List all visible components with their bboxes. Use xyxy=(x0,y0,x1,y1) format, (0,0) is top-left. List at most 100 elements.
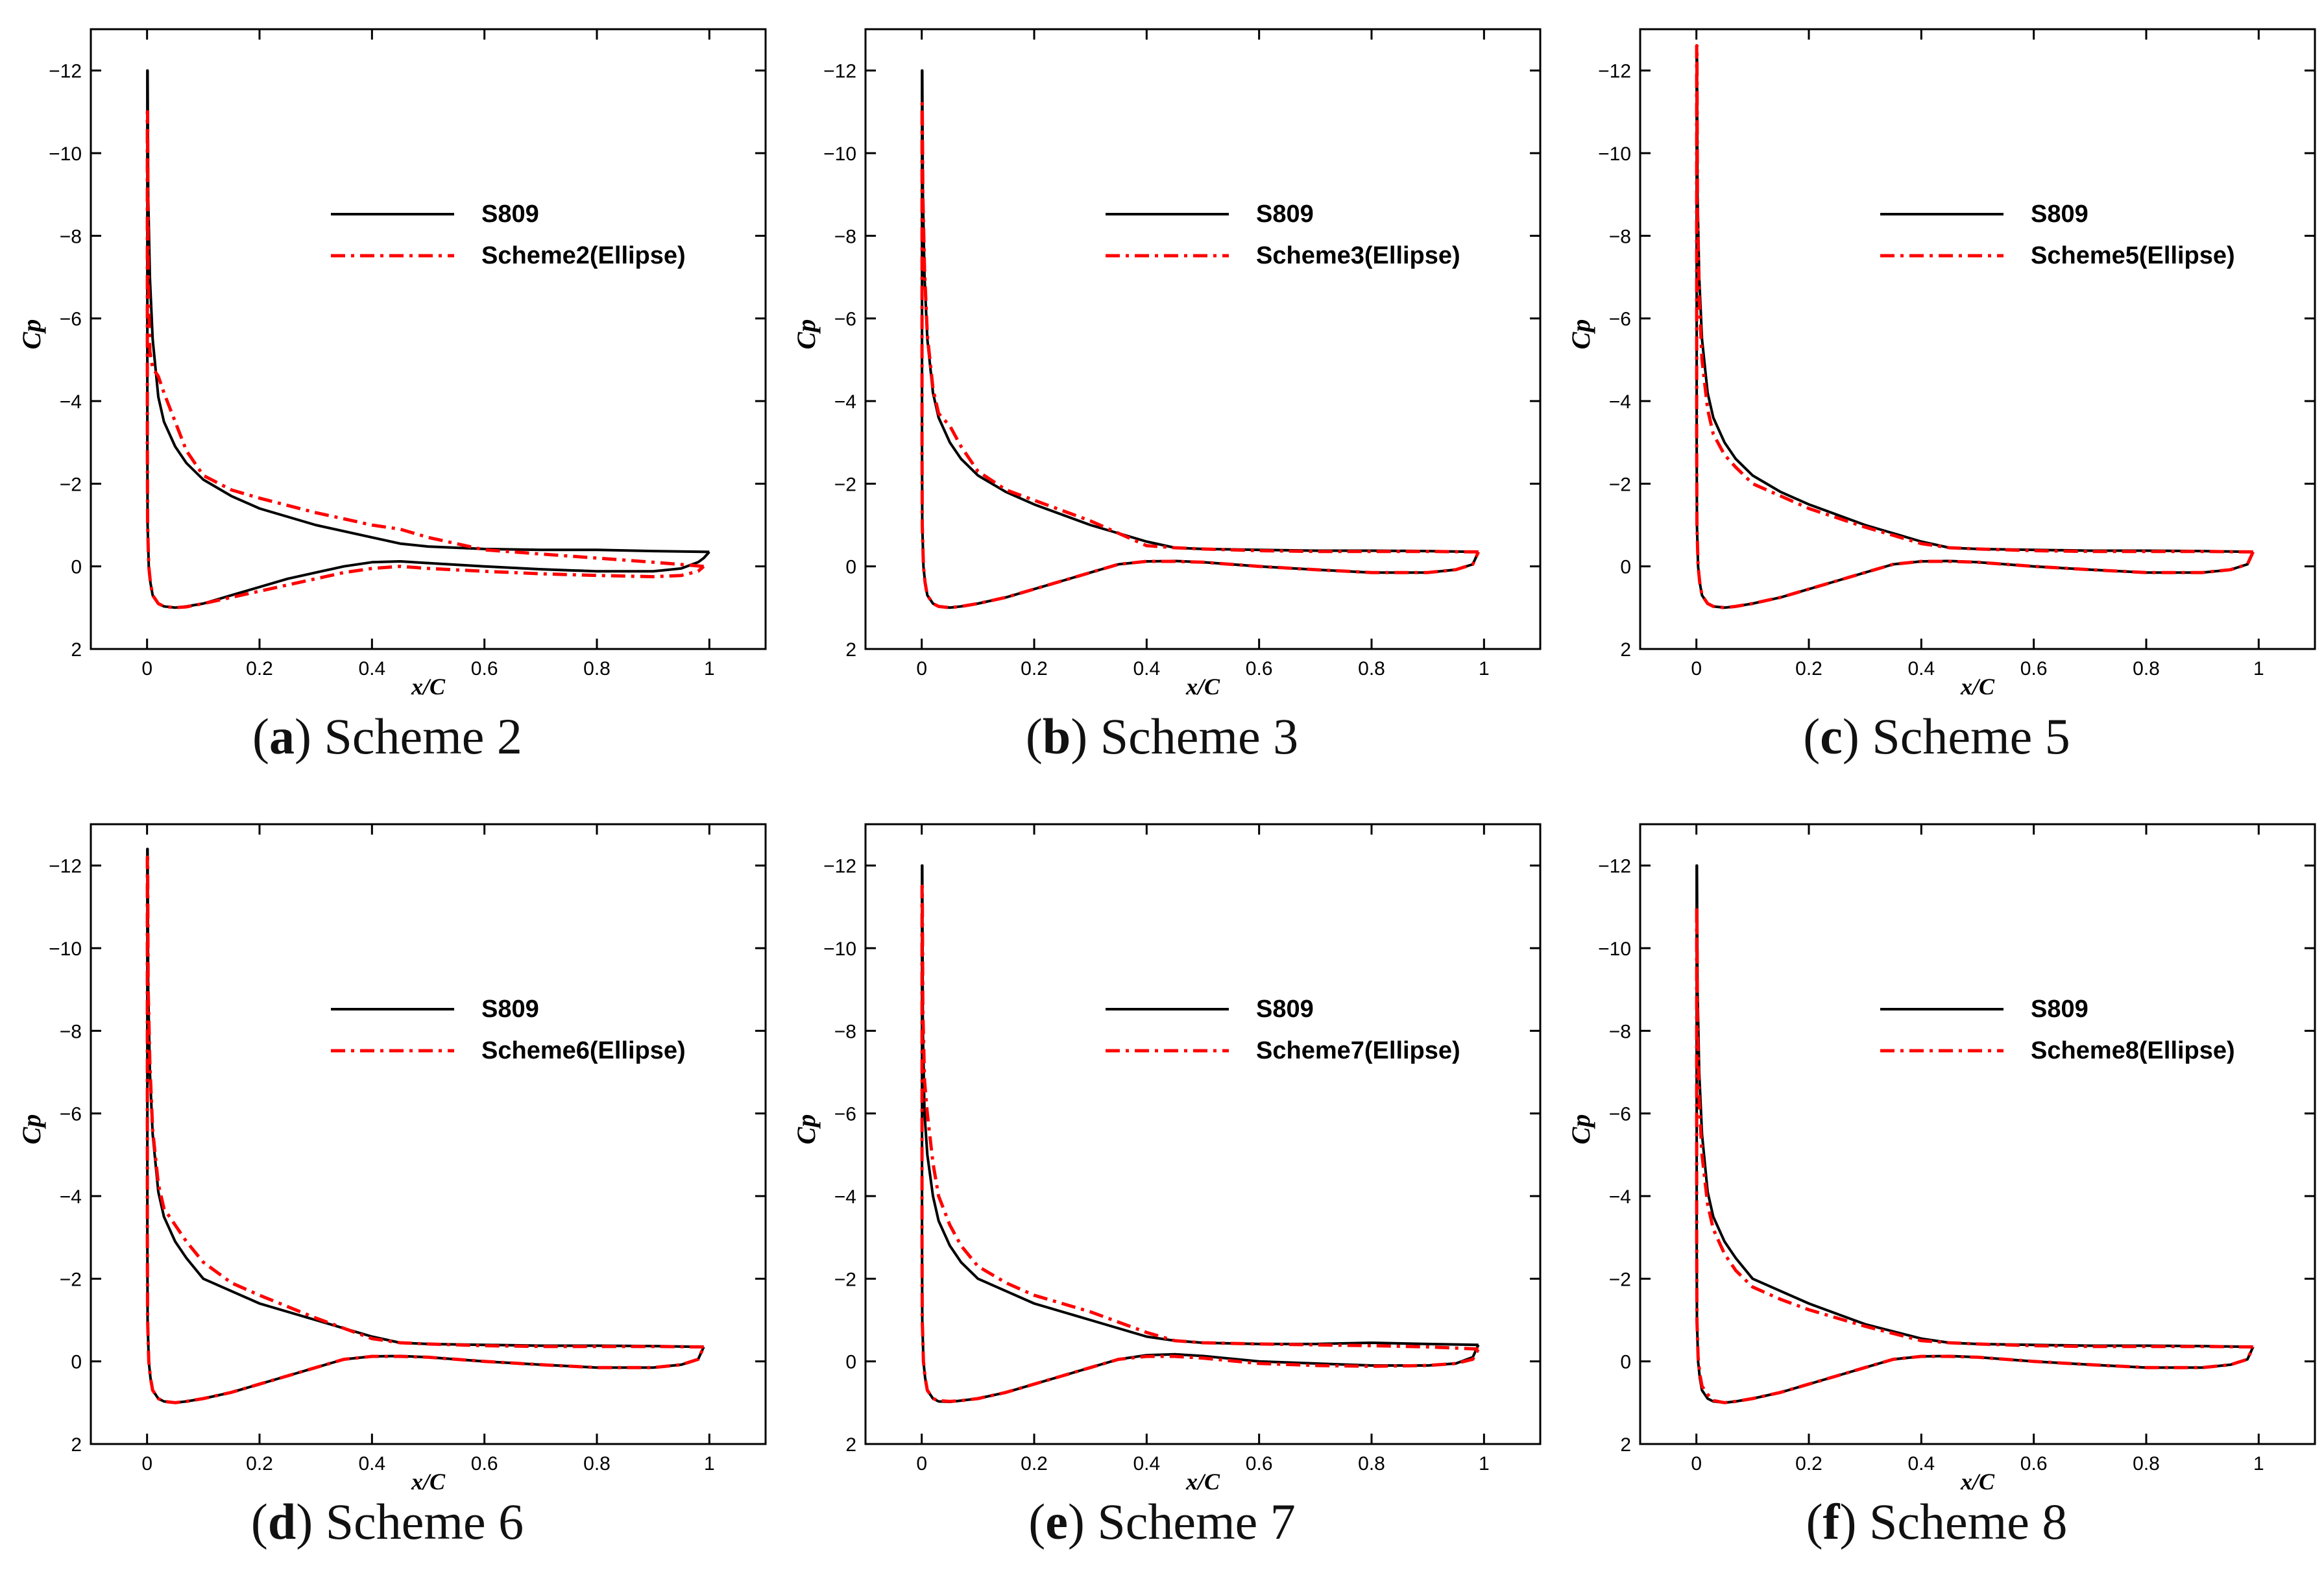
legend-label-scheme: Scheme8(Ellipse) xyxy=(2031,1037,2235,1064)
x-tick-label: 1 xyxy=(704,658,715,679)
y-tick-label: −10 xyxy=(49,143,82,165)
s809-series-line xyxy=(146,848,705,1404)
s809-series-line xyxy=(921,69,1480,609)
y-tick-label: 2 xyxy=(1620,1434,1631,1456)
y-tick-label: −2 xyxy=(60,1269,82,1290)
scheme-series-line xyxy=(145,855,705,1404)
y-tick-label: −8 xyxy=(1609,226,1631,247)
x-tick-label: 0.2 xyxy=(1021,658,1048,679)
y-axis-label: Cp xyxy=(1566,1114,1595,1145)
scheme-series-line xyxy=(1695,44,2255,609)
y-tick-label: −12 xyxy=(1598,856,1631,877)
x-tick-label: 0 xyxy=(1691,1453,1702,1475)
legend-label-s809: S809 xyxy=(2031,996,2088,1023)
y-tick-label: −2 xyxy=(60,474,82,495)
x-tick-label: 0.2 xyxy=(1795,1453,1822,1475)
chart-e: −12 −10 −8 −6 −4 −2 0 2 0 0.2 0.4 0.6 0.8 1 x/C Cp S809 S… xyxy=(792,823,1542,1495)
y-tick-label: −4 xyxy=(1609,1186,1631,1208)
y-tick-label: 0 xyxy=(71,557,82,578)
y-tick-label: 0 xyxy=(1620,1352,1631,1373)
plot-frame xyxy=(1639,28,2316,650)
y-tick-label: −10 xyxy=(1598,143,1631,165)
legend-label-s809: S809 xyxy=(1256,201,1314,228)
caption-c-text: Scheme 5 xyxy=(1872,708,2070,765)
y-tick-label: −12 xyxy=(1598,61,1631,82)
chart-d: −12 −10 −8 −6 −4 −2 0 2 0 0.2 0.4 0.6 0.8 1 x/C Cp S809 S… xyxy=(17,823,767,1495)
y-tick-label: 2 xyxy=(71,639,82,661)
x-tick-label: 0 xyxy=(141,1453,152,1475)
x-tick-label: 0.8 xyxy=(1358,658,1385,679)
caption-a-letter: a xyxy=(269,708,295,765)
chart-b: −12 −10 −8 −6 −4 −2 0 2 0 0.2 0.4 0.6 0.8 1 x/C Cp S809 S… xyxy=(792,28,1542,700)
s809-series-line xyxy=(921,864,1480,1404)
chart-panel-d: −12 −10 −8 −6 −4 −2 0 2 0 0.2 0.4 0.6 0.8 1 x/C Cp S809 S… xyxy=(0,795,775,1496)
caption-f: (f) Scheme 8 xyxy=(1806,1493,2068,1550)
y-tick-label: −12 xyxy=(49,856,82,877)
y-tick-label: 2 xyxy=(1620,639,1631,661)
caption-b: (b) Scheme 3 xyxy=(1025,708,1299,765)
y-tick-label: −12 xyxy=(823,61,856,82)
y-tick-label: −4 xyxy=(1609,391,1631,413)
caption-e-letter: e xyxy=(1045,1493,1068,1550)
y-axis-label: Cp xyxy=(792,1114,821,1145)
x-tick-label: 0.2 xyxy=(1021,1453,1048,1475)
x-tick-label: 1 xyxy=(2253,658,2264,679)
plot-frame xyxy=(90,28,767,650)
x-tick-label: 0.6 xyxy=(471,658,498,679)
legend-label-scheme: Scheme6(Ellipse) xyxy=(481,1037,686,1064)
y-tick-label: −10 xyxy=(1598,938,1631,960)
x-tick-label: 1 xyxy=(1479,1453,1490,1475)
caption-d: (d) Scheme 6 xyxy=(250,1493,524,1550)
caption-a: (a) Scheme 2 xyxy=(252,708,522,765)
legend-label-scheme: Scheme7(Ellipse) xyxy=(1256,1037,1460,1064)
y-tick-label: −4 xyxy=(60,391,82,413)
y-tick-label: −2 xyxy=(834,474,856,495)
caption-b-letter: b xyxy=(1042,708,1071,765)
x-axis-label: x/C xyxy=(1960,674,1995,700)
legend-label-s809: S809 xyxy=(481,201,539,228)
scheme-series-line xyxy=(145,110,705,609)
y-tick-label: −10 xyxy=(49,938,82,960)
s809-series-line xyxy=(146,69,710,609)
y-tick-label: 0 xyxy=(1620,557,1631,578)
caption-b-text: Scheme 3 xyxy=(1100,708,1299,765)
x-tick-label: 0.8 xyxy=(583,1453,611,1475)
y-tick-label: −6 xyxy=(834,1104,856,1125)
x-tick-label: 0.6 xyxy=(2020,1453,2048,1475)
y-tick-label: −12 xyxy=(49,61,82,82)
x-tick-label: 0.8 xyxy=(1358,1453,1385,1475)
x-tick-label: 0.2 xyxy=(246,658,273,679)
y-tick-label: −8 xyxy=(60,1021,82,1042)
x-tick-label: 0.4 xyxy=(358,1453,385,1475)
chart-a: −12 −10 −8 −6 −4 −2 0 2 0 0.2 0.4 0.6 0.8 1 x/C Cp S809 S… xyxy=(17,28,767,700)
caption-d-letter: d xyxy=(267,1493,297,1550)
y-axis-label: Cp xyxy=(792,319,821,350)
chart-panel-e: −12 −10 −8 −6 −4 −2 0 2 0 0.2 0.4 0.6 0.8 1 x/C Cp S809 S… xyxy=(775,795,1549,1496)
scheme-series-line xyxy=(920,885,1480,1403)
x-tick-label: 0.6 xyxy=(1246,1453,1273,1475)
y-axis-label: Cp xyxy=(17,1114,46,1145)
chart-panel-a: −12 −10 −8 −6 −4 −2 0 2 0 0.2 0.4 0.6 0.8 1 x/C Cp S809 S… xyxy=(0,0,775,701)
y-tick-label: −6 xyxy=(834,309,856,330)
y-tick-label: −8 xyxy=(834,1021,856,1042)
x-tick-label: 0 xyxy=(916,1453,927,1475)
x-tick-label: 0.4 xyxy=(1907,1453,1935,1475)
y-tick-label: −6 xyxy=(1609,309,1631,330)
legend-label-s809: S809 xyxy=(1256,996,1314,1023)
y-tick-label: −2 xyxy=(834,1269,856,1290)
y-tick-label: 0 xyxy=(845,1352,856,1373)
x-axis-label: x/C xyxy=(1185,1469,1220,1495)
x-tick-label: 1 xyxy=(704,1453,715,1475)
x-axis-label: x/C xyxy=(411,1469,446,1495)
y-tick-label: −6 xyxy=(60,309,82,330)
plot-frame xyxy=(864,823,1542,1445)
legend-label-s809: S809 xyxy=(481,996,539,1023)
s809-series-line xyxy=(1695,864,2255,1404)
caption-e-text: Scheme 7 xyxy=(1097,1493,1296,1550)
x-tick-label: 0.8 xyxy=(2133,1453,2160,1475)
scheme-series-line xyxy=(920,102,1480,609)
caption-c-letter: c xyxy=(1820,708,1843,765)
s809-series-line xyxy=(1695,44,2255,609)
chart-panel-f: −12 −10 −8 −6 −4 −2 0 2 0 0.2 0.4 0.6 0.8 1 x/C Cp S809 S… xyxy=(1549,795,2324,1496)
y-tick-label: −12 xyxy=(823,856,856,877)
